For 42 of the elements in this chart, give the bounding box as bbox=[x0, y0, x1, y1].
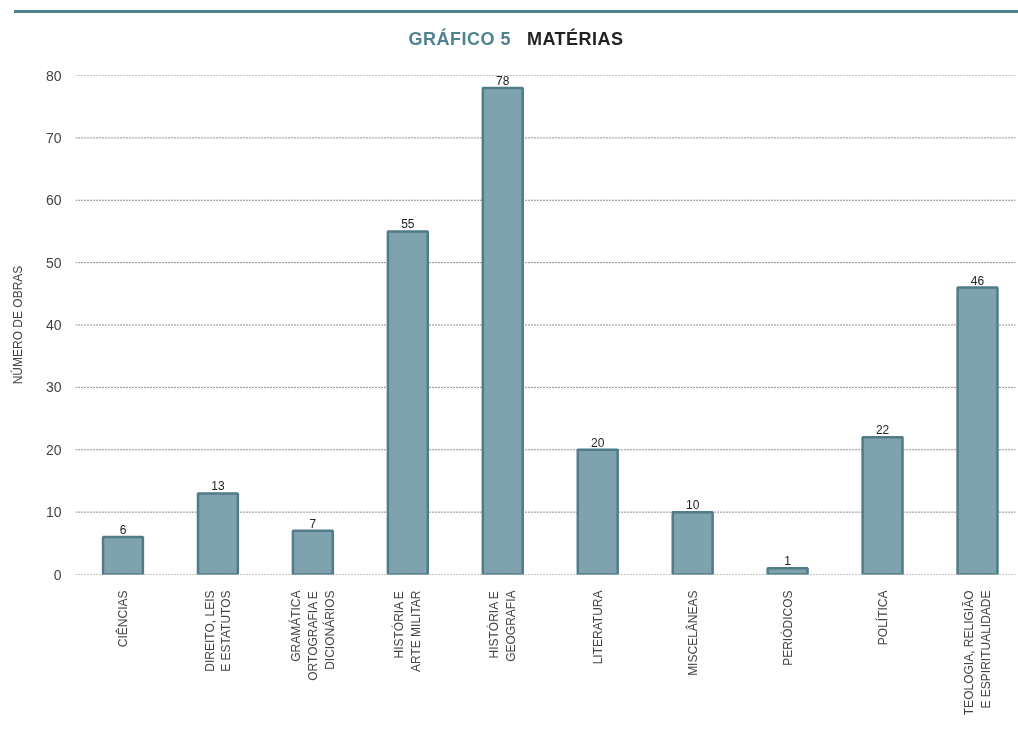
chart-subtitle: MATÉRIAS bbox=[526, 29, 624, 49]
data-label: 20 bbox=[591, 435, 605, 450]
x-tick-label: CIÊNCIAS bbox=[114, 590, 130, 648]
bar bbox=[291, 529, 335, 575]
bar bbox=[386, 230, 430, 575]
data-label: 13 bbox=[211, 479, 225, 494]
x-tick-label: PERIÓDICOS bbox=[779, 590, 795, 666]
y-tick-label: 50 bbox=[45, 254, 62, 271]
y-tick-label: 40 bbox=[45, 317, 62, 333]
x-tick-label: TEOLOGIA, RELIGIÃO E ESPIRITUALIDADE bbox=[962, 590, 993, 716]
bar bbox=[481, 86, 524, 575]
y-tick-label: 30 bbox=[45, 379, 62, 396]
bar bbox=[956, 286, 999, 575]
x-tick-label: MISCELÂNEAS bbox=[684, 590, 700, 676]
data-label: 22 bbox=[875, 423, 890, 438]
data-label: 10 bbox=[686, 498, 700, 513]
data-label: 46 bbox=[970, 273, 985, 288]
x-tick-label: HISTÓRIA E ARTE MILITAR bbox=[391, 590, 424, 673]
bar bbox=[861, 436, 904, 575]
y-tick-label: 60 bbox=[45, 192, 62, 209]
x-tick-label: HISTÓRIA E GEOGRAFIA bbox=[486, 590, 519, 662]
x-tick-label: POLÍTICA bbox=[874, 590, 890, 646]
chart-title: GRÁFICO 5 bbox=[408, 29, 511, 49]
y-tick-label: 20 bbox=[45, 441, 62, 458]
y-tick-label: 70 bbox=[45, 129, 62, 146]
y-axis-title: NÚMERO DE OBRAS bbox=[9, 265, 25, 385]
data-label: 78 bbox=[496, 73, 510, 88]
data-label: 55 bbox=[401, 217, 415, 232]
y-tick-label: 80 bbox=[45, 67, 62, 84]
bar bbox=[196, 492, 240, 575]
y-tick-label: 10 bbox=[45, 504, 62, 521]
bar bbox=[101, 535, 145, 575]
x-tick-label: DIREITO, LEIS E ESTATUTOS bbox=[202, 590, 234, 672]
data-label: 7 bbox=[309, 516, 317, 531]
bar bbox=[671, 510, 714, 575]
x-tick-label: LITERATURA bbox=[590, 590, 605, 665]
x-tick-label: GRAMÁTICA ORTOGRAFIA E DICIONÁRIOS bbox=[288, 590, 337, 681]
data-label: 1 bbox=[784, 554, 792, 569]
bar bbox=[576, 448, 619, 575]
y-tick-label: 0 bbox=[53, 566, 62, 583]
data-label: 6 bbox=[119, 523, 127, 538]
bar bbox=[766, 567, 809, 575]
